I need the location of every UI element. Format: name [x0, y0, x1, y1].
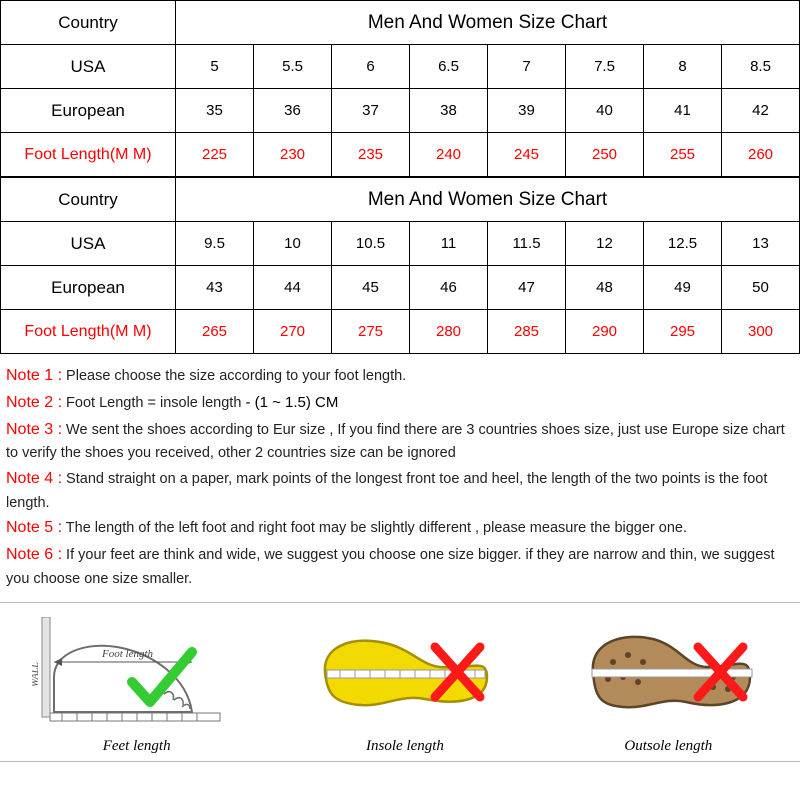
size-cell: 12.5 [644, 222, 722, 266]
size-cell: 39 [488, 89, 566, 133]
note-text: Foot Length = insole length [62, 395, 245, 411]
size-cell: 5.5 [254, 45, 332, 89]
size-cell: 265 [176, 310, 254, 354]
size-cell: 35 [176, 89, 254, 133]
note-line: Note 3 : We sent the shoes according to … [6, 418, 794, 465]
row-label: Foot Length(M M) [1, 310, 176, 354]
size-cell: 8 [644, 45, 722, 89]
size-cell: 245 [488, 133, 566, 177]
note-text: Stand straight on a paper, mark points o… [6, 471, 767, 511]
size-cell: 12 [566, 222, 644, 266]
size-cell: 260 [722, 133, 800, 177]
size-cell: 280 [410, 310, 488, 354]
size-cell: 225 [176, 133, 254, 177]
size-cell: 8.5 [722, 45, 800, 89]
size-chart-table: CountryMen And Women Size ChartUSA9.5101… [0, 177, 800, 354]
row-label: European [1, 89, 176, 133]
size-cell: 5 [176, 45, 254, 89]
diagram-outsole-length: Outsole length [568, 617, 768, 755]
size-cell: 49 [644, 266, 722, 310]
size-cell: 6.5 [410, 45, 488, 89]
note-line: Note 2 : Foot Length = insole length - (… [6, 391, 794, 416]
size-cell: 43 [176, 266, 254, 310]
size-cell: 36 [254, 89, 332, 133]
header-country-label: Country [1, 1, 176, 45]
diagram-caption: Feet length [32, 738, 242, 755]
header-chart-title: Men And Women Size Chart [176, 178, 800, 222]
size-cell: 275 [332, 310, 410, 354]
size-cell: 6 [332, 45, 410, 89]
size-cell: 290 [566, 310, 644, 354]
size-cell: 48 [566, 266, 644, 310]
note-line: Note 1 : Please choose the size accordin… [6, 364, 794, 389]
note-line: Note 4 : Stand straight on a paper, mark… [6, 467, 794, 514]
header-chart-title: Men And Women Size Chart [176, 1, 800, 45]
size-chart-table: CountryMen And Women Size ChartUSA55.566… [0, 0, 800, 177]
note-extra: - (1 ~ 1.5) CM [245, 394, 338, 411]
size-cell: 45 [332, 266, 410, 310]
note-line: Note 5 : The length of the left foot and… [6, 516, 794, 541]
size-cell: 37 [332, 89, 410, 133]
size-cell: 7.5 [566, 45, 644, 89]
size-cell: 42 [722, 89, 800, 133]
size-cell: 38 [410, 89, 488, 133]
diagram-caption: Insole length [305, 738, 505, 755]
size-cell: 41 [644, 89, 722, 133]
note-label: Note 6 : [6, 546, 62, 563]
row-label: USA [1, 45, 176, 89]
size-cell: 285 [488, 310, 566, 354]
size-cell: 295 [644, 310, 722, 354]
size-cell: 300 [722, 310, 800, 354]
size-cell: 10 [254, 222, 332, 266]
diagram-row: WALL Foot length Feet length [0, 602, 800, 762]
row-label: Foot Length(M M) [1, 133, 176, 177]
note-text: If your feet are think and wide, we sugg… [6, 547, 775, 587]
size-cell: 230 [254, 133, 332, 177]
size-cell: 40 [566, 89, 644, 133]
note-label: Note 1 : [6, 367, 62, 384]
size-cell: 250 [566, 133, 644, 177]
note-text: We sent the shoes according to Eur size … [6, 422, 785, 462]
size-cell: 240 [410, 133, 488, 177]
size-cell: 11.5 [488, 222, 566, 266]
size-cell: 235 [332, 133, 410, 177]
note-label: Note 3 : [6, 421, 62, 438]
size-cell: 50 [722, 266, 800, 310]
size-cell: 7 [488, 45, 566, 89]
size-cell: 46 [410, 266, 488, 310]
note-text: The length of the left foot and right fo… [62, 520, 687, 536]
notes-block: Note 1 : Please choose the size accordin… [0, 354, 800, 602]
size-cell: 9.5 [176, 222, 254, 266]
row-label: USA [1, 222, 176, 266]
header-country-label: Country [1, 178, 176, 222]
size-cell: 255 [644, 133, 722, 177]
diagram-feet-length: WALL Foot length Feet length [32, 617, 242, 755]
diagram-caption: Outsole length [568, 738, 768, 755]
row-label: European [1, 266, 176, 310]
note-label: Note 5 : [6, 519, 62, 536]
note-label: Note 4 : [6, 470, 62, 487]
size-cell: 270 [254, 310, 332, 354]
diagram-insole-length: Insole length [305, 617, 505, 755]
svg-text:WALL: WALL [32, 662, 41, 687]
note-text: Please choose the size according to your… [62, 368, 406, 384]
note-label: Note 2 : [6, 394, 62, 411]
size-cell: 13 [722, 222, 800, 266]
size-cell: 10.5 [332, 222, 410, 266]
size-cell: 44 [254, 266, 332, 310]
svg-text:Foot length: Foot length [101, 648, 154, 660]
note-line: Note 6 : If your feet are think and wide… [6, 543, 794, 590]
size-cell: 47 [488, 266, 566, 310]
size-cell: 11 [410, 222, 488, 266]
